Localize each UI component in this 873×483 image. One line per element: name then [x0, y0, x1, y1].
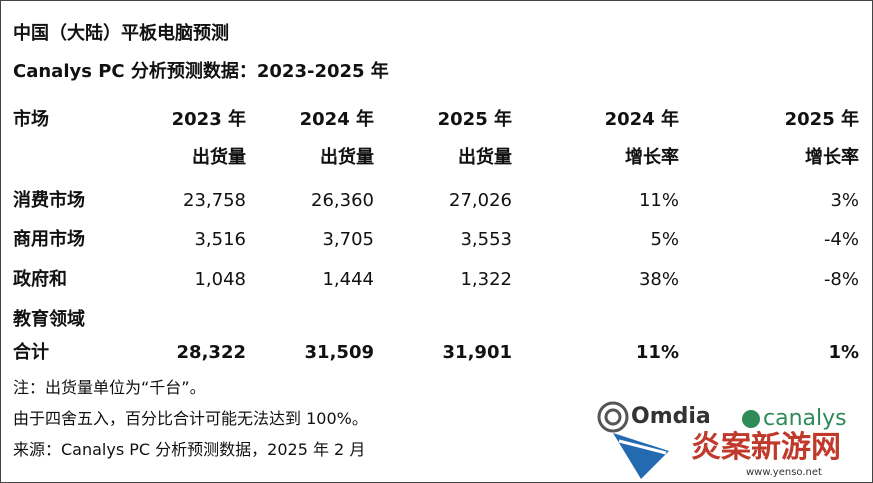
omdia-icon: [597, 401, 629, 433]
market-label: 商用市场: [13, 229, 85, 250]
column-header: 出货量: [192, 147, 246, 168]
column-header: 市场: [13, 109, 49, 130]
cell: 1%: [828, 342, 859, 363]
column-header: 出货量: [320, 147, 374, 168]
watermark-name: 炎案新游网: [691, 430, 841, 465]
cell: 3%: [830, 190, 859, 211]
canalys-logo: canalys: [763, 406, 847, 431]
column-header: 2025 年: [437, 109, 512, 130]
note: 注：出货量单位为“千台”。: [13, 378, 206, 397]
cell: 26,360: [311, 190, 374, 211]
note: 由于四舍五入，百分比合计可能无法达到 100%。: [13, 409, 368, 428]
cell: 27,026: [449, 190, 512, 211]
cell: 11%: [635, 342, 679, 363]
cell: 31,901: [442, 342, 512, 363]
market-label: 政府和: [13, 269, 67, 290]
note: 来源：Canalys PC 分析预测数据，2025 年 2 月: [13, 440, 366, 459]
cell: 3,705: [322, 229, 374, 250]
canalys-icon: [742, 410, 760, 428]
cell: 28,322: [176, 342, 246, 363]
cell: -8%: [823, 269, 859, 290]
omdia-logo: Omdia: [631, 404, 711, 429]
cell: 3,553: [460, 229, 512, 250]
cell: 1,048: [194, 269, 246, 290]
cell: -4%: [823, 229, 859, 250]
column-header: 2023 年: [171, 109, 246, 130]
market-label: 合计: [13, 342, 49, 363]
column-header: 2024 年: [299, 109, 374, 130]
market-label: 教育领域: [13, 309, 85, 330]
subtitle: Canalys PC 分析预测数据：2023-2025 年: [13, 61, 389, 82]
watermark: 炎案新游网 www.yenso.net: [613, 430, 841, 479]
cell: 3,516: [194, 229, 246, 250]
column-header: 出货量: [458, 147, 512, 168]
cell: 11%: [638, 190, 679, 211]
column-header: 2025 年: [784, 109, 859, 130]
column-header: 增长率: [805, 147, 859, 168]
cell: 5%: [650, 229, 679, 250]
cell: 23,758: [183, 190, 246, 211]
cell: 38%: [638, 269, 679, 290]
title: 中国（大陆）平板电脑预测: [13, 23, 229, 44]
cell: 31,509: [304, 342, 374, 363]
watermark-url: www.yenso.net: [746, 467, 822, 478]
column-header: 增长率: [625, 147, 679, 168]
market-label: 消费市场: [13, 190, 85, 211]
cell: 1,444: [322, 269, 374, 290]
cell: 1,322: [460, 269, 512, 290]
column-header: 2024 年: [604, 109, 679, 130]
